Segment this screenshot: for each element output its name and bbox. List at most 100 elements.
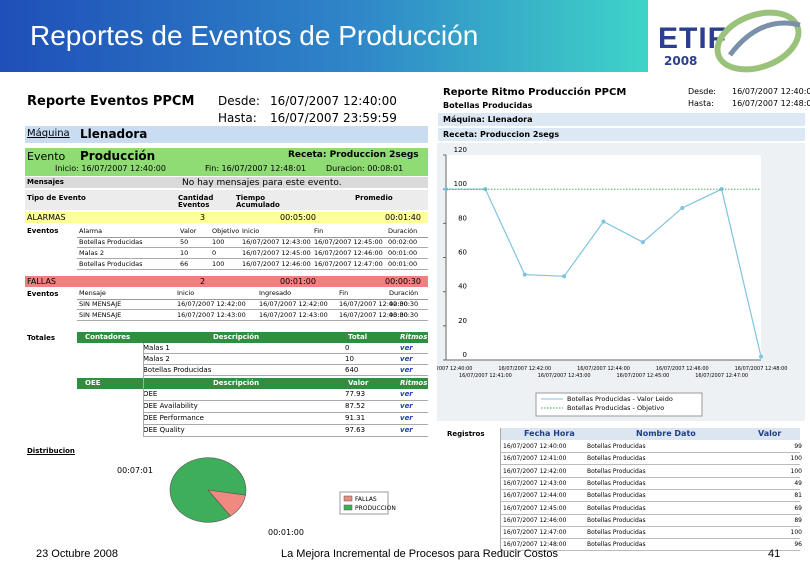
legend-label: Botellas Producidas - Valor Leido [567,395,673,403]
cell: Botellas Producidas [587,541,646,549]
table-header [77,288,428,300]
cell: 16/07/2007 12:43:30 [339,311,408,319]
cell: Botellas Producidas [587,504,646,512]
point [640,240,645,245]
cell: Botellas Producidas [587,443,646,450]
cell: ver [400,366,413,374]
value: Inicio: 16/07/2007 12:40:00 [55,164,166,173]
cell: 49 [794,479,802,487]
cell: 0 [212,249,217,257]
cell: Malas 2 [143,355,170,363]
table-row [77,310,428,321]
table-row [143,413,428,425]
cell: Botellas Producidas [587,467,646,475]
value: 16/07/2007 12:48:01 [732,99,810,108]
table-header [500,428,800,440]
logo-year: 2008 [664,54,698,68]
label: Eventos [27,227,59,235]
table-row [500,441,800,453]
table-row [500,539,800,552]
header-cell: Objetivo [212,227,240,235]
cell: OEE Availability [143,402,198,410]
label: Desde: [218,94,260,108]
cell: 16/07/2007 12:40:00 [503,443,567,450]
point [522,272,527,277]
x-tick-label: 16/07/2007 12:40:00 [437,366,472,372]
cell: ver [400,390,413,398]
cell: 99 [794,443,802,450]
table-row [500,478,800,490]
cell: OEE Performance [143,414,204,422]
cell: 100 [790,529,802,537]
legend-label: Botellas Producidas - Objetivo [567,404,664,412]
cell: 16/07/2007 12:41:00 [503,455,567,463]
point [680,205,685,210]
point [562,274,567,279]
table-row [500,527,800,540]
label: Evento [27,150,66,163]
table-row [500,515,800,527]
cell: 96 [794,541,802,549]
header-cell: Tipo de Evento [27,194,86,202]
header-cell: Ingresado [259,289,292,297]
point [601,219,606,224]
cell: Botellas Producidas [587,516,646,524]
label: Totales [27,334,56,342]
table-row [143,389,428,401]
band [438,113,805,126]
header-cell: Fin [314,227,324,235]
cell: 00:00:30 [389,311,419,319]
header-cell: Mensaje [79,289,106,297]
cell: Botellas Producidas [79,238,143,246]
cell: 00:01:00 [388,260,418,268]
band [438,128,805,141]
value: Duracion: 00:08:01 [326,164,404,173]
y-tick-label: 100 [454,180,467,188]
cell: Botellas Producidas [587,455,646,463]
cell: SIN MENSAJE [79,311,122,319]
point [759,354,763,359]
cell: ver [400,426,413,434]
value: Máquina: Llenadora [443,115,533,124]
value: No hay mensajes para este evento. [182,178,342,188]
value: Fin: 16/07/2007 12:48:01 [205,164,307,173]
cell: 16/07/2007 12:46:00 [242,260,311,268]
header-cell: Valor [348,379,369,387]
table-row [143,425,428,437]
cell: 00:00:30 [389,300,419,308]
legend-label: PRODUCCION [355,505,396,512]
value: 16/07/2007 23:59:59 [270,111,397,125]
cell: 87.52 [345,402,366,410]
label: Máquina [27,128,70,139]
footer-date: 23 Octubre 2008 [36,548,118,560]
header-cell: Fin [339,289,349,297]
header-cell: Promedio [355,194,393,202]
point [719,187,724,192]
y-tick-label: 80 [458,214,467,222]
cell: 81 [794,492,802,500]
cell: Botellas Producidas [587,492,646,500]
cell: 10 [180,249,189,257]
header-cell: Tiempo Acumulado [236,194,280,209]
table-row [143,343,428,354]
cell: 2 [200,277,206,286]
cell: 16/07/2007 12:43:00 [242,238,311,246]
cell: 66 [180,260,189,268]
x-tick-label: 16/07/2007 12:45:00 [616,373,669,379]
header-cell: Alarma [79,227,103,235]
legend-swatch [343,504,353,511]
table-header [77,226,428,238]
table-row [143,401,428,413]
cell: 16/07/2007 12:47:00 [314,260,383,268]
cell: 16/07/2007 12:42:00 [503,467,567,475]
pie-chart: 00:07:01 00:01:00 FALLAS PRODUCCION [117,457,396,537]
cell: 00:01:00 [388,249,418,257]
value: Producción [80,149,156,163]
cell: 16/07/2007 12:43:00 [259,311,328,319]
label: Distribucion [27,447,75,455]
legend-box [535,392,703,417]
cell: Botellas Producidas [587,529,646,537]
header-cell: Inicio [242,227,260,235]
cell: Botellas Producidas [143,366,212,374]
table-row [500,466,800,478]
